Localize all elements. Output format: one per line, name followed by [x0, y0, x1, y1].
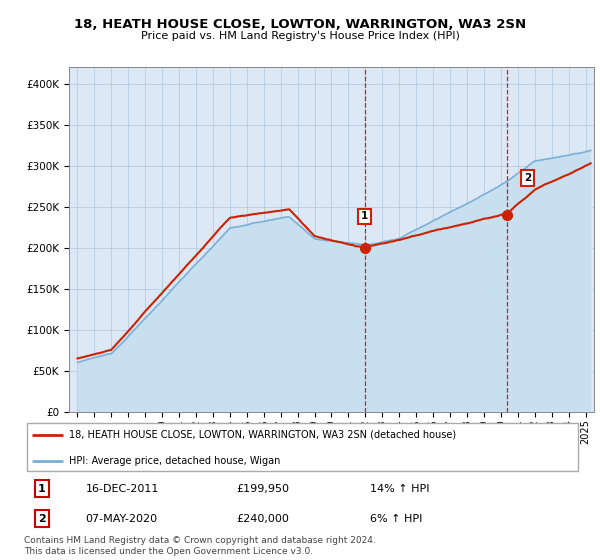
FancyBboxPatch shape	[27, 423, 578, 470]
Text: 1: 1	[361, 212, 368, 222]
Text: £199,950: £199,950	[236, 484, 289, 493]
Text: 1: 1	[38, 484, 46, 493]
Text: 07-MAY-2020: 07-MAY-2020	[85, 514, 158, 524]
Text: 2: 2	[524, 173, 531, 183]
Text: Contains HM Land Registry data © Crown copyright and database right 2024.
This d: Contains HM Land Registry data © Crown c…	[24, 536, 376, 556]
Text: 6% ↑ HPI: 6% ↑ HPI	[370, 514, 422, 524]
Text: 16-DEC-2011: 16-DEC-2011	[85, 484, 159, 493]
Text: 14% ↑ HPI: 14% ↑ HPI	[370, 484, 430, 493]
Text: Price paid vs. HM Land Registry's House Price Index (HPI): Price paid vs. HM Land Registry's House …	[140, 31, 460, 41]
Text: 2: 2	[38, 514, 46, 524]
Text: HPI: Average price, detached house, Wigan: HPI: Average price, detached house, Wiga…	[68, 456, 280, 466]
Text: 18, HEATH HOUSE CLOSE, LOWTON, WARRINGTON, WA3 2SN (detached house): 18, HEATH HOUSE CLOSE, LOWTON, WARRINGTO…	[68, 430, 456, 440]
Text: 18, HEATH HOUSE CLOSE, LOWTON, WARRINGTON, WA3 2SN: 18, HEATH HOUSE CLOSE, LOWTON, WARRINGTO…	[74, 18, 526, 31]
Text: £240,000: £240,000	[236, 514, 289, 524]
